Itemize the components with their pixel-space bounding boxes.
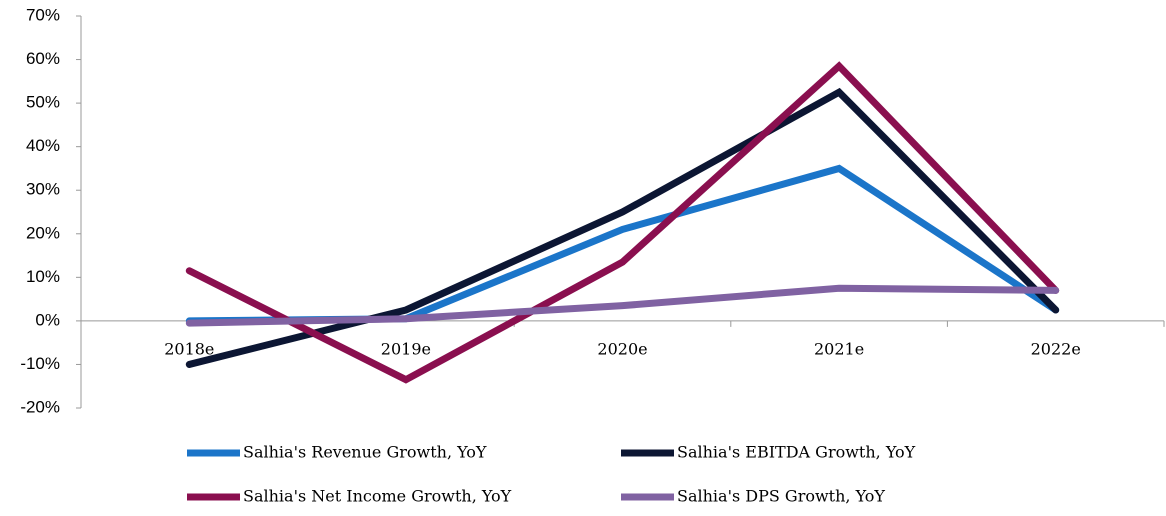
x-tick-label: 2021e [814, 340, 864, 359]
y-tick-label: -20% [20, 397, 60, 416]
legend-label: Salhia's Net Income Growth, YoY [243, 487, 512, 506]
x-tick-label: 2018e [164, 340, 214, 359]
series-line [185, 164, 1060, 325]
y-tick-label: 70% [26, 5, 60, 24]
series-line [185, 61, 1060, 384]
y-tick-label: 10% [26, 267, 60, 286]
y-tick-label: 50% [26, 93, 60, 112]
y-tick-label: 60% [26, 49, 60, 68]
x-tick-label: 2020e [597, 340, 647, 359]
x-tick-label: 2022e [1031, 340, 1081, 359]
legend-label: Salhia's EBITDA Growth, YoY [677, 443, 916, 462]
x-tick-label: 2019e [381, 340, 431, 359]
series-line [185, 87, 1060, 368]
y-tick-label: 30% [26, 180, 60, 199]
y-tick-label: 40% [26, 136, 60, 155]
legend-label: Salhia's DPS Growth, YoY [677, 487, 885, 506]
y-tick-label: -10% [20, 354, 60, 373]
series-line [185, 284, 1060, 327]
legend-label: Salhia's Revenue Growth, YoY [243, 443, 487, 462]
y-tick-label: 20% [26, 223, 60, 242]
y-tick-label: 0% [35, 310, 60, 329]
